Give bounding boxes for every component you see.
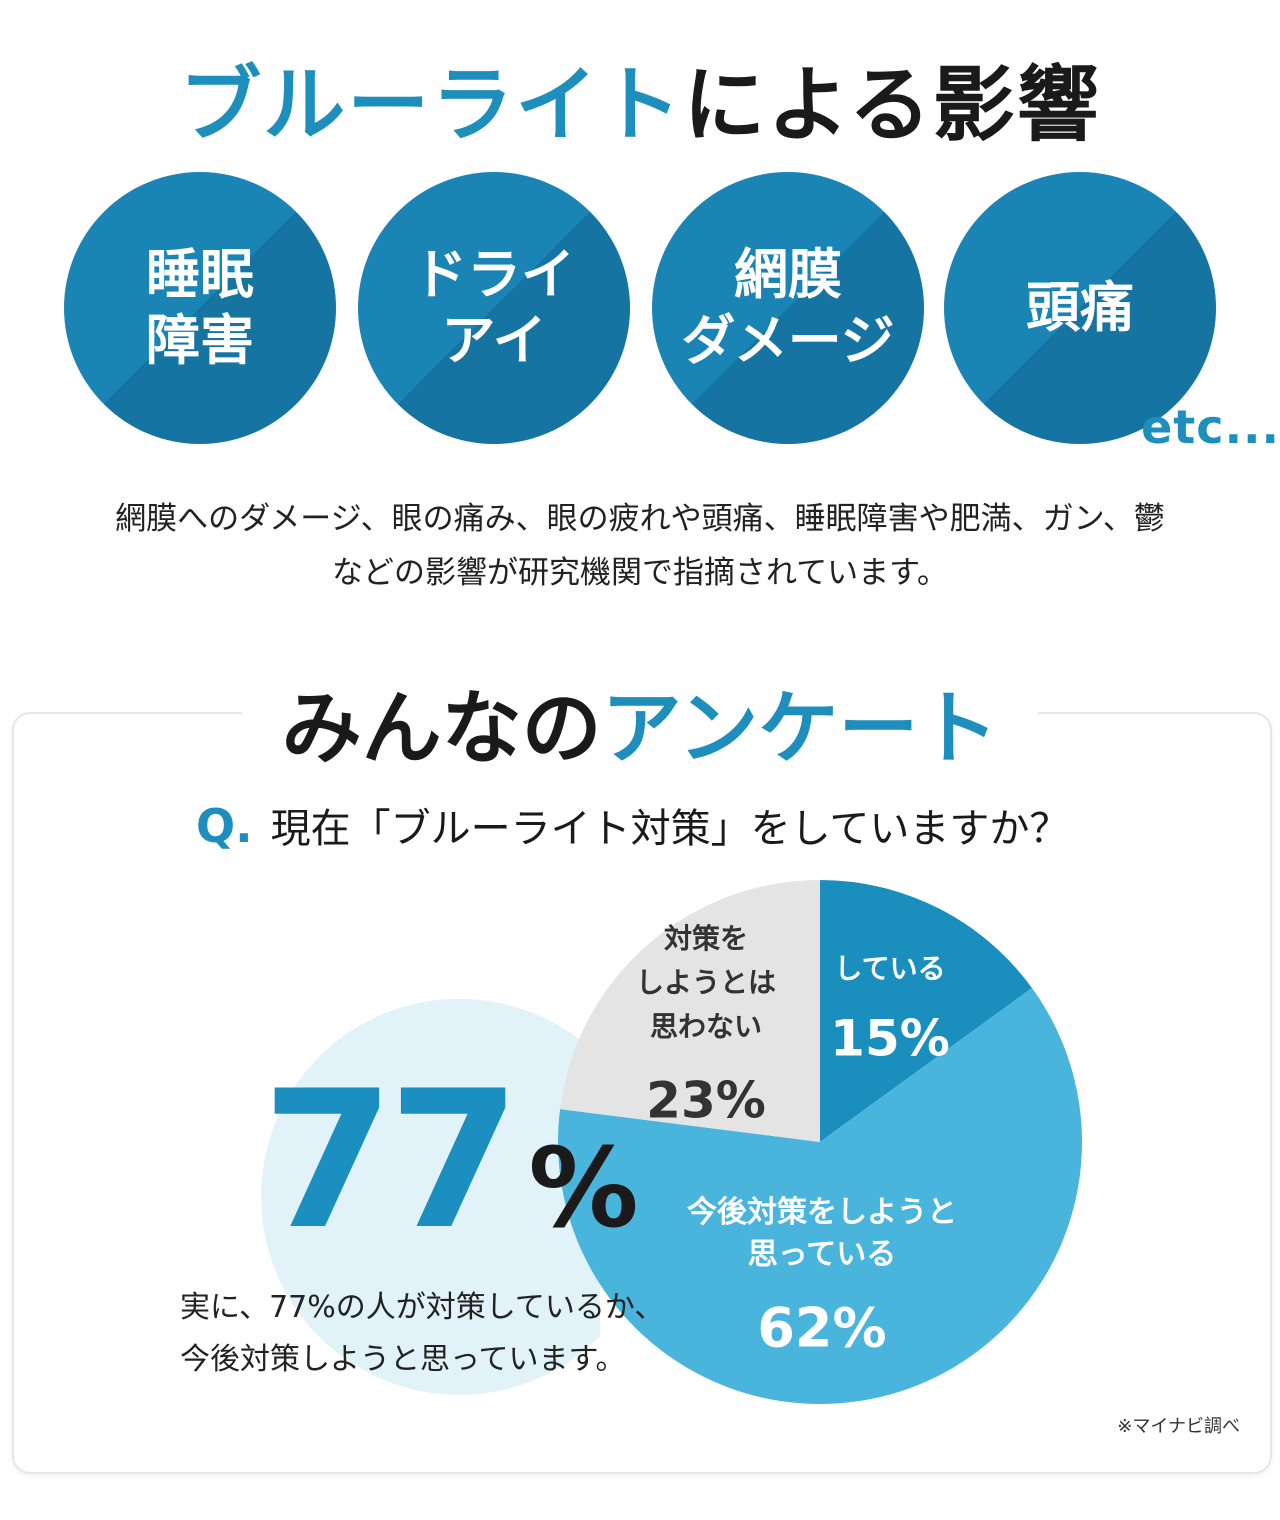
effect-circle-headache: 頭痛: [944, 172, 1216, 444]
slice-value-0: 15%: [830, 1010, 950, 1068]
survey-question: Q. 現在「ブルーライト対策」をしていますか？: [196, 796, 1069, 854]
slice-value-1: 62%: [757, 1297, 886, 1360]
survey-title-dark: みんなの: [281, 682, 602, 775]
pie-chart: [557, 880, 1082, 1404]
circle-shadow: [64, 172, 336, 444]
description-line: 網膜へのダメージ、眼の痛み、眼の疲れや頭痛、睡眠障害や肥満、ガン、鬱: [115, 501, 1165, 537]
callout-bubble: [261, 998, 636, 1395]
question-mark: Q.: [196, 799, 253, 853]
effects-title: ブルーライトによる影響: [0, 38, 1280, 157]
survey-title-inner: みんなのアンケート: [241, 682, 1039, 775]
pie-slice-1: [557, 988, 1082, 1404]
survey-summary: 実に、77%の人が対策しているか、 今後対策しようと思っています。: [180, 1290, 665, 1377]
effect-circle-dry-eye: ドライ アイ: [358, 172, 630, 444]
slice-label-2: 対策をしようとは思わない 23%: [636, 922, 776, 1130]
effects-title-rest: による影響: [683, 58, 1101, 153]
effect-label: 頭痛: [1026, 276, 1134, 339]
pie-slice-2: [560, 880, 820, 1142]
source-note: ※マイナビ調べ: [1117, 1416, 1240, 1437]
etc-label: etc...: [1141, 400, 1280, 454]
callout-number: 77: [262, 1050, 520, 1271]
survey-title-accent: アンケート: [601, 682, 999, 775]
slice-value-2: 23%: [646, 1072, 766, 1130]
slice-label-1: 今後対策をしようと思っている 62%: [687, 1195, 957, 1360]
description-line: などの影響が研究機関で指摘されています。: [332, 555, 948, 591]
circle-shadow: [944, 172, 1216, 444]
survey-title: みんなのアンケート: [0, 664, 1280, 780]
question-text: 現在「ブルーライト対策」をしていますか？: [270, 806, 1070, 852]
effect-label: ドライ アイ: [413, 243, 575, 372]
effects-description: 網膜へのダメージ、眼の痛み、眼の疲れや頭痛、睡眠障害や肥満、ガン、鬱 などの影響…: [0, 492, 1280, 600]
effect-circle-sleep: 睡眠 障害: [64, 172, 336, 444]
effect-label: 睡眠 障害: [146, 243, 254, 372]
effect-label: 網膜 ダメージ: [681, 243, 895, 372]
circle-shadow: [358, 172, 630, 444]
circle-shadow: [652, 172, 924, 444]
slice-label-0: している 15%: [830, 952, 950, 1068]
pie-labels: している 15% 今後対策をしようと思っている 62% 対策をしようとは思わない 23%: [636, 922, 957, 1360]
pie-slice-0: [820, 880, 1032, 1142]
effects-title-accent: ブルーライト: [179, 58, 684, 153]
callout-percent-sign: %: [528, 1124, 639, 1252]
callout-percentage: 77%: [262, 1050, 639, 1271]
effect-circle-retina: 網膜 ダメージ: [652, 172, 924, 444]
